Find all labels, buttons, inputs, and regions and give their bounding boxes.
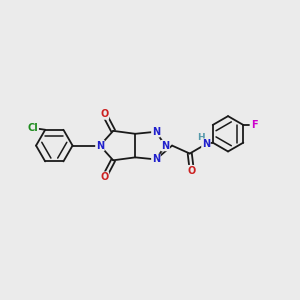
Text: N: N <box>152 154 160 164</box>
Text: N: N <box>152 127 160 137</box>
Text: Cl: Cl <box>27 123 38 133</box>
Text: N: N <box>202 139 210 149</box>
Text: O: O <box>100 172 109 182</box>
Text: O: O <box>100 109 109 119</box>
Text: N: N <box>161 141 170 151</box>
Text: O: O <box>188 166 196 176</box>
Text: N: N <box>96 141 104 151</box>
Text: H: H <box>197 133 205 142</box>
Text: F: F <box>251 120 258 130</box>
